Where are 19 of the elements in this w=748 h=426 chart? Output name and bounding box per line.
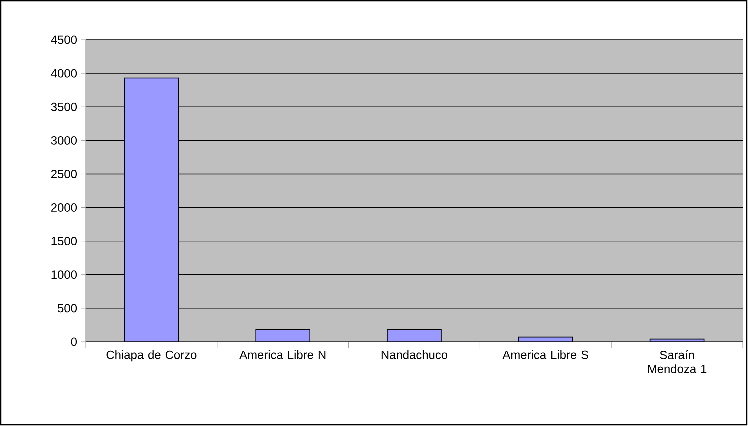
y-tick-label: 3000 [51,136,78,145]
bar [387,329,442,342]
y-tick-label: 3500 [51,102,78,112]
x-tick-label: America Libre N [240,350,326,360]
bar [650,338,705,342]
x-tick-label: America Libre S [502,350,589,360]
bar [256,329,310,342]
x-tick-label: Chiapa de Corzo [106,350,197,362]
y-tick-label: 4000 [51,69,78,78]
y-tick-label: 2500 [51,170,78,178]
x-tick-label: Saraín Mendoza 1 [648,350,707,374]
y-tick-label: 500 [58,304,78,313]
y-tick-label: 1500 [52,237,78,246]
y-tick-label: 4500 [51,36,78,44]
y-tick-label: 0 [71,338,78,346]
bar [518,336,574,342]
y-tick-label: 2000 [51,204,78,212]
x-tick-label: Nandachuco [382,350,448,360]
y-tick-label: 1000 [52,270,78,280]
